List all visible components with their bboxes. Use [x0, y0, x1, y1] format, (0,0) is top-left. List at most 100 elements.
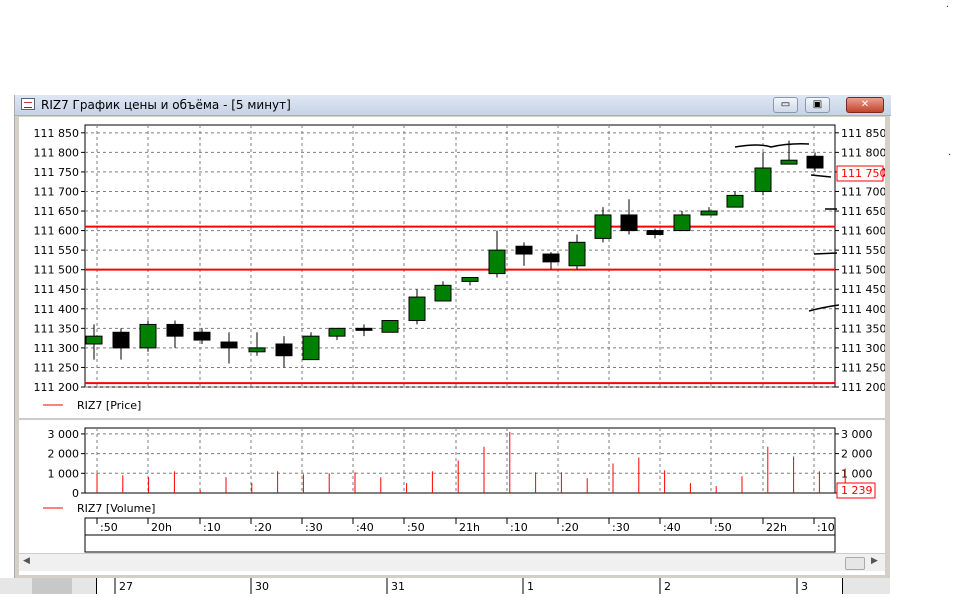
volume-bars: [96, 431, 846, 493]
volume-tick-label-right: 3 000: [841, 428, 873, 441]
volume-tick-label-right: 2 000: [841, 448, 873, 461]
date-axis: 27 30 31 1 2 3: [96, 578, 843, 594]
candle: [193, 328, 211, 344]
title-bar[interactable]: RIZ7 График цены и объёма - [5 минут] ▭ …: [15, 95, 891, 116]
date-tick-label: 30: [255, 580, 269, 593]
hand-stroke-550: [813, 252, 838, 255]
volume-plot-frame: [84, 427, 836, 494]
chart-area[interactable]: 111 850 111 800 111 750 111 700 111 650 111 6…: [19, 117, 885, 575]
candle: [646, 228, 664, 239]
price-tick-label-left: 111 650: [34, 205, 80, 218]
volume-tick-label-left: 3 000: [48, 428, 80, 441]
candle: [594, 207, 612, 243]
price-tick-label-left: 111 250: [34, 361, 80, 374]
time-tick-label: :50: [714, 521, 732, 534]
maximize-button[interactable]: ▣: [805, 97, 830, 113]
candle-body: [700, 210, 718, 216]
candle: [542, 252, 560, 270]
candle: [328, 327, 346, 341]
candle-body: [85, 335, 103, 345]
price-tick-label-right: 111 200: [841, 381, 885, 394]
candle-body: [408, 296, 426, 322]
time-tick-label: 20h: [151, 521, 172, 534]
volume-last-value: 1 239: [841, 484, 873, 497]
candle: [568, 234, 586, 270]
candle: [381, 320, 399, 333]
price-tick-label-right: 111 650: [841, 205, 885, 218]
candle: [408, 289, 426, 325]
price-tick-label-left: 111 500: [34, 264, 80, 277]
candle: [434, 281, 452, 302]
window-title: RIZ7 График цены и объёма - [5 минут]: [41, 98, 291, 112]
candle-body: [166, 323, 184, 337]
time-tick-label: :50: [100, 521, 118, 534]
scroll-left-icon[interactable]: ◀: [23, 556, 30, 566]
price-tick-label-right: 111 600: [841, 225, 885, 238]
minimize-button[interactable]: ▭: [773, 97, 798, 113]
candle: [700, 207, 718, 216]
candle-body: [673, 214, 691, 232]
candle-body: [461, 277, 479, 282]
candle-body: [806, 155, 824, 169]
price-tick-label-left: 111 400: [34, 303, 80, 316]
candle-body: [646, 230, 664, 235]
time-tick-label: :40: [356, 521, 374, 534]
price-tick-label-right: 111 550: [841, 244, 885, 257]
candle-body: [515, 245, 533, 255]
candle: [515, 242, 533, 266]
time-tick-label: :10: [203, 521, 221, 534]
horizontal-scrollbar[interactable]: ◀ ▶: [19, 553, 885, 571]
candle-body: [139, 323, 157, 349]
candle: [620, 199, 638, 235]
chart-app-icon: [21, 98, 35, 110]
price-tick-label-left: 111 200: [34, 381, 80, 394]
candle: [275, 336, 293, 368]
candle-body: [381, 320, 399, 333]
corner-mark: ·: [946, 2, 950, 13]
candle-body: [193, 331, 211, 341]
close-button[interactable]: ✕: [846, 97, 884, 113]
level-lines: [85, 225, 835, 385]
candle-body: [275, 343, 293, 357]
volume-legend-label: RIZ7 [Volume]: [77, 502, 155, 515]
time-tick-label: :30: [612, 521, 630, 534]
price-tick-label-left: 111 350: [34, 322, 80, 335]
candle: [488, 230, 506, 278]
price-grid: [84, 124, 836, 388]
candle-body: [355, 327, 373, 331]
candle-body: [302, 335, 320, 361]
price-tick-label-left: 111 600: [34, 225, 80, 238]
candle: [806, 152, 824, 172]
time-tick-label: :30: [305, 521, 323, 534]
candle: [754, 152, 772, 196]
volume-axis-left: 3 000 2 000 1 000 0: [48, 428, 85, 500]
date-tick-label: 27: [119, 580, 133, 593]
candle: [220, 332, 238, 364]
hand-stroke-750: [810, 174, 832, 178]
date-tick-label: 31: [391, 580, 405, 593]
volume-tick-label-left: 0: [72, 487, 79, 500]
price-tick-label-left: 111 300: [34, 342, 80, 355]
price-tick-label-left: 111 750: [34, 166, 80, 179]
candle: [248, 332, 266, 356]
time-axis: :50 20h:10:20:30:40:50 21h:10:20:30:40:50 2…: [84, 517, 836, 553]
date-tick-label: 3: [801, 580, 808, 593]
candle-body: [726, 194, 744, 208]
volume-tick-label-left: 2 000: [48, 448, 80, 461]
scroll-thumb[interactable]: [845, 557, 865, 570]
price-tick-label-right: 111 300: [841, 342, 885, 355]
candle-body: [542, 253, 560, 263]
price-tick-label-right: 111 800: [841, 146, 885, 159]
candle-body: [594, 214, 612, 239]
candle: [673, 211, 691, 232]
price-legend-label: RIZ7 [Price]: [77, 399, 141, 412]
price-tick-label-right: 111 500: [841, 264, 885, 277]
bottom-date-strip: 27 30 31 1 2 3: [0, 578, 890, 594]
candle-body: [248, 347, 266, 353]
price-tick-label-left: 111 550: [34, 244, 80, 257]
scroll-right-icon[interactable]: ▶: [871, 556, 878, 566]
candle: [139, 320, 157, 352]
volume-tick-label-left: 1 000: [48, 467, 80, 480]
bottom-left-block: [32, 578, 72, 594]
date-tick-label: 2: [664, 580, 671, 593]
